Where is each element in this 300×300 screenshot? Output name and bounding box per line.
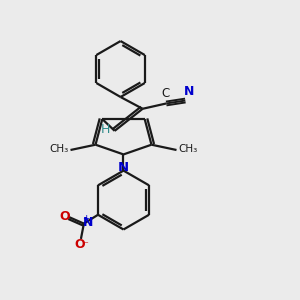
- Text: N: N: [184, 85, 194, 98]
- Text: +: +: [82, 214, 90, 223]
- Text: N: N: [83, 216, 94, 229]
- Text: CH₃: CH₃: [179, 144, 198, 154]
- Text: N: N: [118, 161, 129, 174]
- Text: O: O: [59, 210, 70, 223]
- Text: H: H: [100, 123, 110, 136]
- Text: CH₃: CH₃: [49, 144, 68, 154]
- Text: O: O: [74, 238, 85, 251]
- Text: ⁻: ⁻: [83, 240, 88, 250]
- Text: C: C: [161, 87, 170, 100]
